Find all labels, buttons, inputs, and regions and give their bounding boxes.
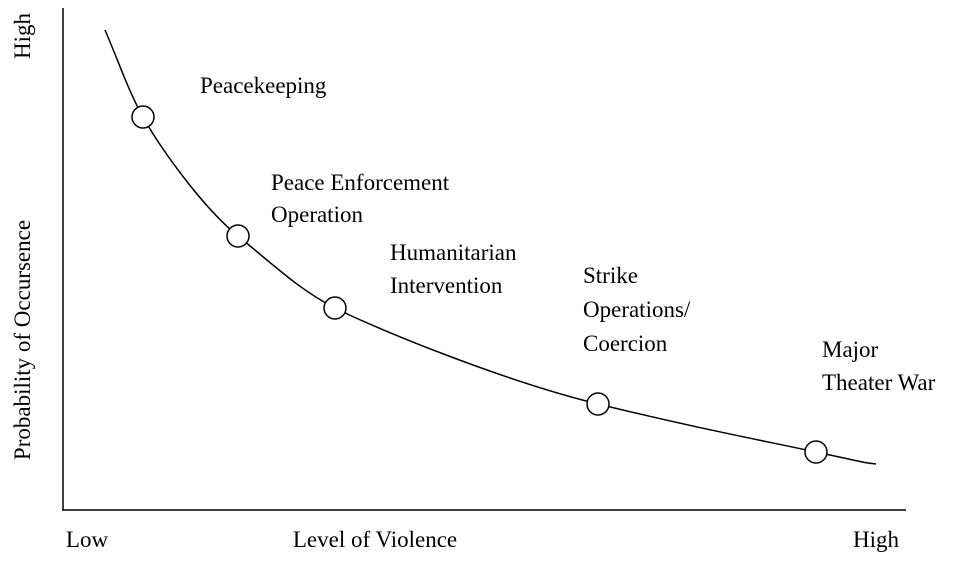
x-axis-low: Low [66,527,109,552]
node-marker [804,440,828,464]
y-axis-high: High [10,13,35,60]
node-label: Theater War [822,370,936,395]
node-marker [586,392,610,416]
node-label: Coercion [583,331,668,356]
y-axis-label: Probability of Occursence [10,220,35,460]
x-axis-label: Level of Violence [293,527,457,552]
node-label: Peace Enforcement [271,170,450,195]
node-label: Operations/ [583,297,691,322]
node-label: Operation [271,202,363,227]
node-marker [226,224,250,248]
node-label: Major [822,337,879,362]
node-label: Humanitarian [390,240,517,265]
node-marker [131,105,155,129]
node-label: Peacekeeping [200,73,327,98]
curve [104,29,877,465]
node-marker [323,296,347,320]
x-axis-high: High [853,527,900,552]
node-label: Strike [583,263,638,288]
node-label: Intervention [390,273,503,298]
